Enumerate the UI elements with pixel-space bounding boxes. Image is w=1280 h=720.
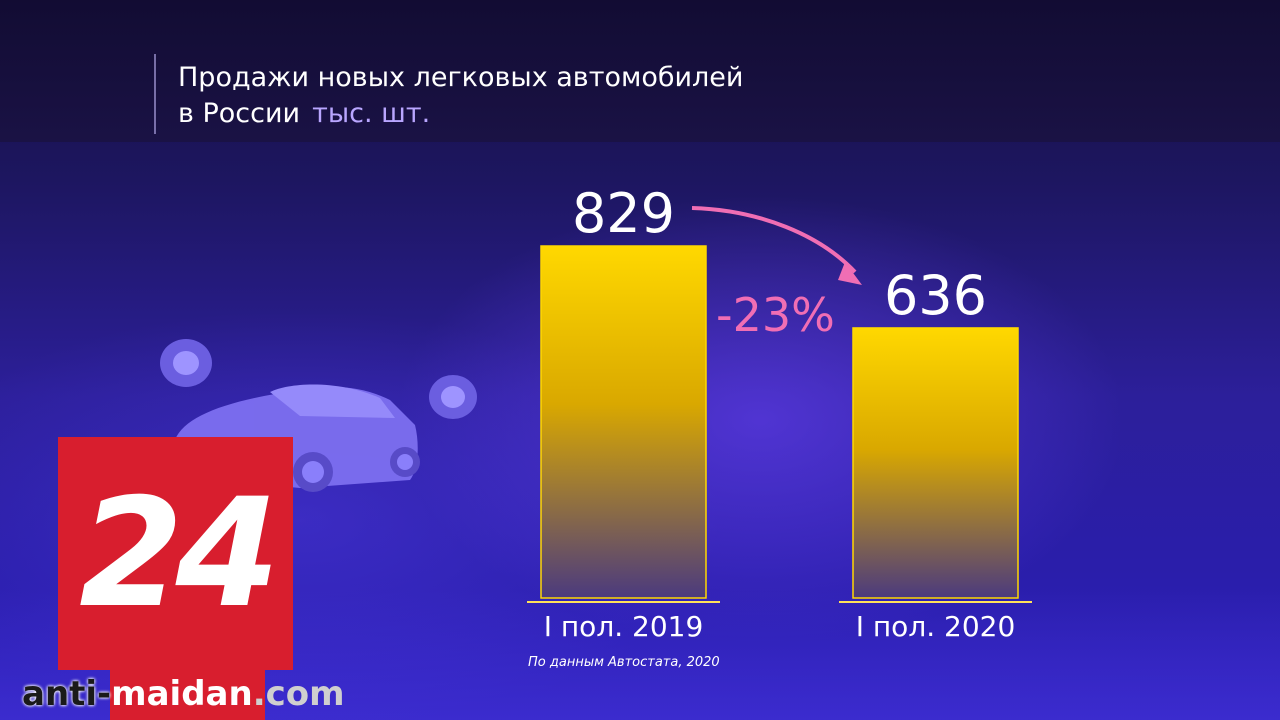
wheel-icon xyxy=(160,339,212,387)
unit-label: тыс. шт. xyxy=(312,98,431,129)
title-line-1: Продажи новых легковых автомобилей xyxy=(178,62,744,93)
change-arrow xyxy=(691,206,857,274)
chart-title: Продажи новых легковых автомобилей в Рос… xyxy=(178,60,878,132)
value-label: 829 xyxy=(572,182,675,245)
category-label: I пол. 2020 xyxy=(856,610,1016,643)
title-line-2: в России xyxy=(178,98,301,129)
logo-text: 24 xyxy=(79,466,280,641)
change-arrow-head xyxy=(838,262,862,285)
value-label: 636 xyxy=(884,264,987,327)
source-note: По данным Автостата, 2020 xyxy=(528,655,720,670)
watermark-background xyxy=(110,654,265,720)
watermark: anti-maidan .com xyxy=(22,672,345,716)
watermark-part-3: .com xyxy=(252,674,345,714)
title-divider xyxy=(154,54,156,134)
bar xyxy=(852,327,1019,599)
title-band xyxy=(0,0,1280,142)
bar xyxy=(540,245,707,599)
watermark-part-2: maidan xyxy=(111,674,253,714)
category-label: I пол. 2019 xyxy=(544,610,704,643)
wheel-icon xyxy=(429,375,477,419)
channel-logo: 24 xyxy=(58,437,293,670)
watermark-part-1: anti- xyxy=(22,674,112,714)
change-label: -23% xyxy=(716,288,835,342)
